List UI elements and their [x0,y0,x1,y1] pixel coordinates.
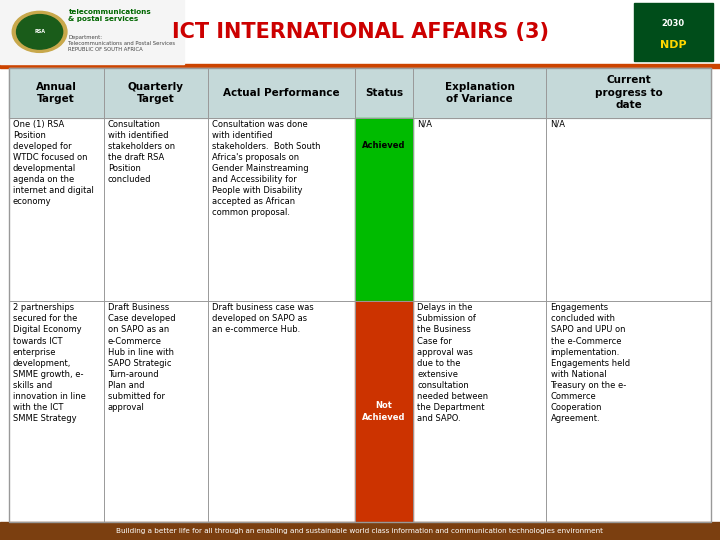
Text: Actual Performance: Actual Performance [223,88,340,98]
Text: ICT INTERNATIONAL AFFAIRS (3): ICT INTERNATIONAL AFFAIRS (3) [171,22,549,42]
Text: Explanation
of Variance: Explanation of Variance [444,82,514,104]
Circle shape [17,15,63,49]
Text: Quarterly
Target: Quarterly Target [127,82,184,104]
Bar [355,301,413,522]
Text: N/A: N/A [417,120,432,129]
Bar [0,64,720,68]
Text: Consultation
with identified
stakeholders on
the draft RSA
Position
concluded: Consultation with identified stakeholder… [108,120,175,184]
Text: Consultation was done
with identified
stakeholders.  Both South
Africa's proposa: Consultation was done with identified st… [212,120,320,218]
Bar [9,118,711,301]
Text: Engagements
concluded with
SAPO and UPU on
the e-Commerce
implementation.
Engage: Engagements concluded with SAPO and UPU … [551,303,630,423]
Bar [9,301,711,522]
Text: 2 partnerships
secured for the
Digital Economy
towards ICT
enterprise
developmen: 2 partnerships secured for the Digital E… [13,303,86,423]
Text: Achieved: Achieved [362,141,405,150]
Text: Delays in the
Submission of
the Business
Case for
approval was
due to the
extens: Delays in the Submission of the Business… [417,303,488,423]
Text: Status: Status [365,88,403,98]
Text: N/A: N/A [551,120,565,129]
Text: telecommunications
& postal services: telecommunications & postal services [68,9,151,23]
Text: Annual
Target: Annual Target [35,82,76,104]
Text: Current
progress to
date: Current progress to date [595,76,662,110]
Circle shape [12,11,67,52]
Text: One (1) RSA
Position
developed for
WTDC focused on
developmental
agenda on the
i: One (1) RSA Position developed for WTDC … [13,120,94,206]
Text: Not
Achieved: Not Achieved [362,401,405,422]
Bar [355,118,413,301]
Text: Draft business case was
developed on SAPO as
an e-commerce Hub.: Draft business case was developed on SAP… [212,303,314,334]
Bar [0,0,720,64]
Text: Department:
Telecommunications and Postal Services
REPUBLIC OF SOUTH AFRICA: Department: Telecommunications and Posta… [68,35,176,52]
Text: RSA: RSA [34,29,45,35]
Bar [0,522,720,540]
Text: NDP: NDP [660,40,686,50]
Text: 2030: 2030 [662,18,685,28]
Bar [9,68,711,118]
Text: Building a better life for all through an enabling and sustainable world class i: Building a better life for all through a… [117,528,603,534]
Bar [634,3,713,61]
Bar [9,68,711,522]
Bar [0,0,184,64]
Text: Draft Business
Case developed
on SAPO as an
e-Commerce
Hub in line with
SAPO Str: Draft Business Case developed on SAPO as… [108,303,176,412]
